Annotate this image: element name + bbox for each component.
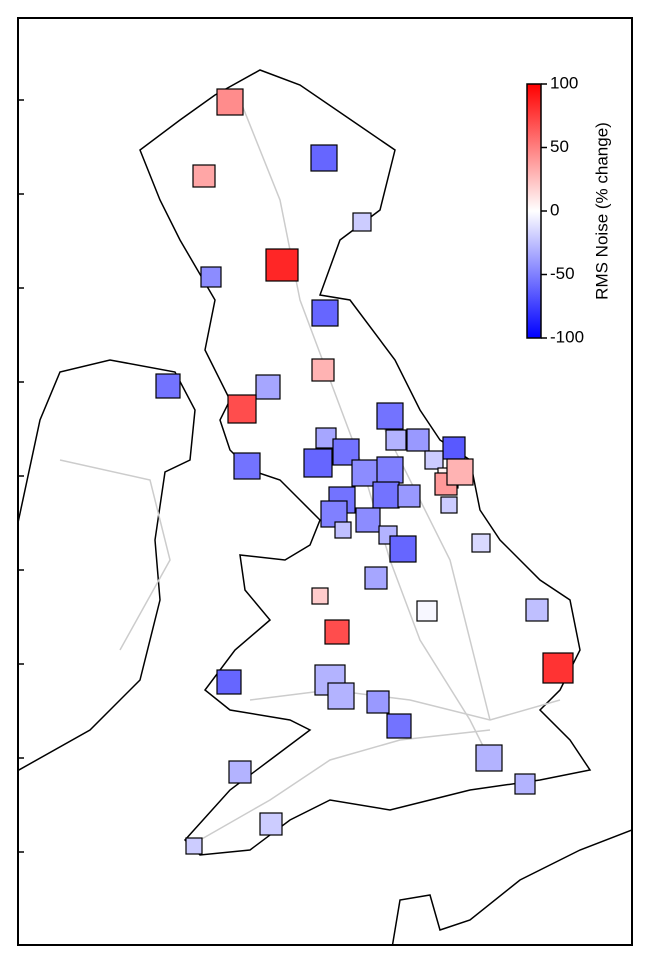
station (192, 164, 216, 188)
ireland-coast (18, 359, 196, 772)
station (525, 598, 549, 622)
station (185, 837, 203, 855)
station (386, 713, 412, 739)
station (440, 496, 458, 514)
station (259, 812, 283, 836)
colorbar-tick-label: 50 (550, 137, 569, 156)
station (303, 448, 333, 478)
station (311, 299, 339, 327)
colorbar-tick-label: -50 (550, 264, 575, 283)
station (324, 619, 350, 645)
station (389, 535, 417, 563)
station (406, 428, 430, 452)
station (471, 533, 491, 553)
station (366, 690, 390, 714)
station (311, 587, 329, 605)
station (416, 600, 438, 622)
station (424, 450, 444, 470)
station (228, 760, 252, 784)
station (200, 266, 222, 288)
station (542, 652, 574, 684)
station (265, 248, 299, 282)
colorbar-tick-label: -100 (550, 327, 584, 346)
station (155, 373, 181, 399)
station (355, 507, 381, 533)
station (385, 429, 407, 451)
station (364, 566, 388, 590)
colorbar-tick-label: 0 (550, 200, 559, 219)
frame (17, 17, 633, 946)
station (311, 358, 335, 382)
station (514, 773, 536, 795)
station (310, 144, 338, 172)
station (233, 452, 261, 480)
colorbar-tick-label: 100 (550, 73, 578, 92)
station (216, 669, 242, 695)
colorbar-label: RMS Noise (% change) (592, 122, 611, 300)
station (475, 744, 503, 772)
station (255, 374, 281, 400)
station (334, 521, 352, 539)
station (227, 394, 257, 424)
colorbar (526, 83, 542, 339)
station (376, 456, 404, 484)
station (315, 427, 337, 449)
station (372, 481, 400, 509)
station (352, 212, 372, 232)
station (327, 682, 355, 710)
station (216, 88, 244, 116)
station (446, 458, 474, 486)
france-coast (391, 829, 632, 945)
station (376, 402, 404, 430)
station (442, 436, 466, 460)
station (397, 484, 421, 508)
